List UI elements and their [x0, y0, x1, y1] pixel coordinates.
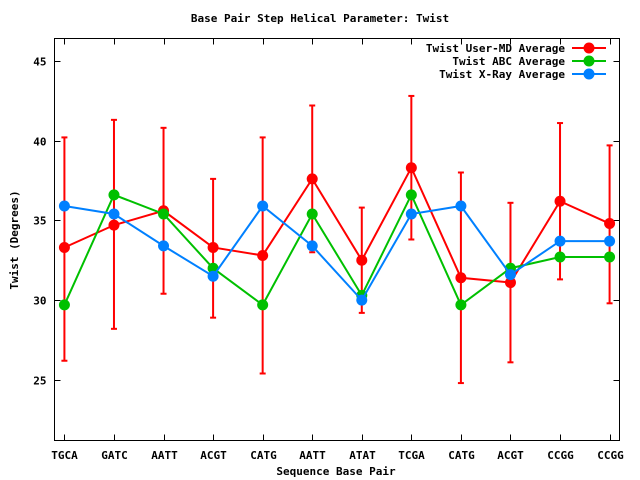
- data-point-2: [405, 208, 417, 220]
- x-tick-label: ATAT: [349, 449, 376, 462]
- legend-swatch-marker: [583, 55, 595, 67]
- data-point-0: [306, 173, 318, 185]
- series-line-2: [64, 204, 610, 302]
- data-point-1: [257, 299, 269, 311]
- y-tick-label: 40: [33, 136, 46, 149]
- legend-label: Twist X-Ray Average: [439, 68, 565, 81]
- plot-frame: [54, 38, 620, 441]
- x-tick-label: ACGT: [497, 449, 524, 462]
- x-tick-label: TGCA: [51, 449, 78, 462]
- data-point-0: [257, 249, 269, 261]
- y-tick-label: 25: [33, 375, 46, 388]
- data-point-2: [306, 240, 318, 252]
- x-axis-label: Sequence Base Pair: [276, 465, 396, 478]
- data-point-1: [108, 189, 120, 201]
- data-point-1: [604, 251, 616, 263]
- data-point-1: [405, 189, 417, 201]
- data-point-2: [604, 235, 616, 247]
- legend-label: Twist ABC Average: [452, 55, 565, 68]
- data-point-2: [257, 200, 269, 212]
- data-point-1: [158, 208, 170, 220]
- series-line-1: [63, 192, 610, 307]
- x-tick-label: ACGT: [200, 449, 227, 462]
- data-point-0: [356, 254, 368, 266]
- chart-title: Base Pair Step Helical Parameter: Twist: [191, 12, 449, 25]
- x-tick-label: AATT: [151, 449, 178, 462]
- data-point-0: [405, 162, 417, 174]
- x-tick-label: CCGG: [547, 449, 574, 462]
- legend-swatch-marker: [583, 42, 595, 54]
- y-tick-label: 35: [33, 215, 46, 228]
- data-point-2: [504, 269, 516, 281]
- data-point-0: [455, 272, 467, 284]
- x-tick-label: CATG: [448, 449, 475, 462]
- y-tick-label: 30: [33, 295, 46, 308]
- data-point-2: [554, 235, 566, 247]
- y-axis-label: Twist (Degrees): [8, 190, 21, 289]
- data-point-2: [455, 200, 467, 212]
- data-point-2: [58, 200, 70, 212]
- data-point-1: [306, 208, 318, 220]
- data-point-0: [207, 241, 219, 253]
- legend-swatch-marker: [583, 68, 595, 80]
- data-point-0: [108, 219, 120, 231]
- data-point-1: [58, 299, 70, 311]
- series-line-0: [64, 165, 610, 284]
- data-point-0: [554, 195, 566, 207]
- data-point-1: [554, 251, 566, 263]
- data-point-2: [158, 240, 170, 252]
- data-point-2: [356, 294, 368, 306]
- data-point-2: [108, 208, 120, 220]
- x-tick-label: CATG: [250, 449, 277, 462]
- y-tick-label: 45: [33, 56, 46, 69]
- x-tick-label: CCGG: [597, 449, 624, 462]
- data-point-1: [455, 299, 467, 311]
- x-tick-label: TCGA: [398, 449, 425, 462]
- data-point-2: [207, 270, 219, 282]
- x-tick-label: AATT: [299, 449, 326, 462]
- legend-label: Twist User-MD Average: [426, 42, 565, 55]
- x-tick-label: GATC: [101, 449, 128, 462]
- data-point-0: [58, 241, 70, 253]
- data-point-0: [504, 277, 516, 289]
- data-point-0: [604, 218, 616, 230]
